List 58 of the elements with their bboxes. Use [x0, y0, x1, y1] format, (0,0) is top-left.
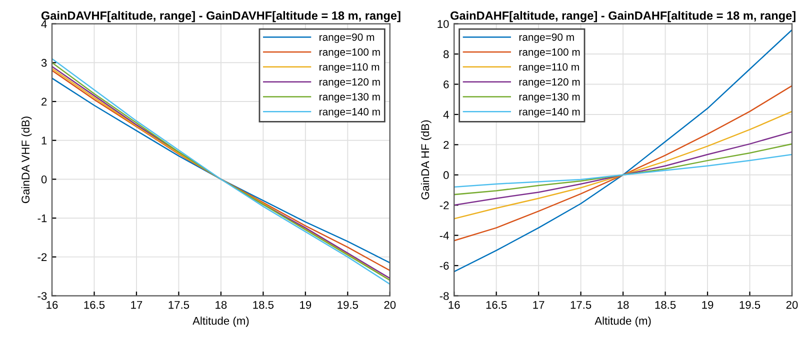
x-tick-label: 18.5: [253, 300, 274, 309]
legend-label: range=100 m: [519, 48, 580, 58]
line-series: [454, 29, 792, 272]
x-tick-label: 20: [384, 300, 396, 309]
y-tick-label: 2: [42, 98, 47, 106]
x-tick-label: 17.5: [168, 301, 190, 309]
x-tick-label: 19.5: [338, 300, 358, 309]
x-tick-label: 17: [533, 301, 544, 309]
y-tick-label: 8: [444, 50, 449, 58]
x-tick-label: 18.5: [655, 300, 676, 309]
y-axis-title: GainDA HF (dB): [420, 120, 432, 200]
y-tick-label: -2: [440, 201, 449, 210]
x-tick-label: 16.5: [84, 300, 105, 309]
legend-label: range=130 m: [519, 93, 580, 103]
x-axis-title: Altitude (m): [594, 316, 651, 327]
y-tick-label: -8: [440, 292, 449, 300]
legend-label: range=130 m: [320, 93, 380, 103]
legend-label: range=120 m: [320, 78, 380, 88]
x-tick-label: 19.5: [740, 300, 760, 309]
y-axis-title: GainDA VHF (dB): [21, 116, 32, 204]
x-tick-label: 17: [131, 301, 142, 309]
chart-title: GainDAHF[altitude, range] - GainDAHF[altitude = 18 m, range]: [450, 11, 796, 22]
y-tick-label: -1: [38, 214, 47, 222]
line-series: [454, 131, 792, 206]
chart-title: GainDAVHF[altitude, range] - GainDAVHF[altitude = 18 m, range]: [41, 11, 400, 22]
y-tick-label: 4: [443, 110, 449, 118]
y-tick-label: 6: [444, 80, 449, 88]
legend-label: range=140 m: [320, 108, 380, 118]
legend-label: range=110 m: [519, 63, 579, 73]
x-tick-label: 16: [448, 300, 460, 309]
x-tick-label: 19: [300, 300, 312, 309]
x-tick-label: 20: [786, 300, 798, 309]
legend-label: range=90 m: [519, 33, 574, 43]
y-tick-label: 0: [443, 171, 449, 180]
y-tick-label: 2: [444, 140, 449, 149]
y-tick-label: 4: [41, 20, 47, 28]
y-tick-label: -2: [38, 253, 47, 261]
y-tick-label: 10: [438, 20, 449, 28]
y-tick-label: -6: [440, 262, 449, 270]
legend-label: range=120 m: [519, 78, 580, 88]
x-tick-label: 19: [702, 300, 714, 309]
legend-label: range=140 m: [519, 108, 580, 118]
line-series: [454, 143, 792, 196]
x-tick-label: 16.5: [486, 300, 507, 309]
y-tick-label: 0: [41, 175, 47, 184]
x-axis-title: Altitude (m): [192, 316, 249, 327]
legend-label: range=110 m: [320, 63, 380, 73]
y-tick-label: 1: [42, 136, 47, 144]
y-tick-label: 3: [41, 58, 47, 67]
x-tick-label: 18: [216, 300, 227, 309]
y-tick-label: -4: [440, 232, 449, 240]
y-tick-label: -3: [38, 292, 47, 300]
legend-label: range=90 m: [320, 33, 374, 43]
line-series: [454, 154, 792, 188]
x-tick-label: 17.5: [570, 301, 592, 309]
x-tick-label: 18: [618, 300, 629, 309]
x-tick-label: 16: [46, 300, 58, 309]
legend-label: range=100 m: [320, 48, 380, 58]
